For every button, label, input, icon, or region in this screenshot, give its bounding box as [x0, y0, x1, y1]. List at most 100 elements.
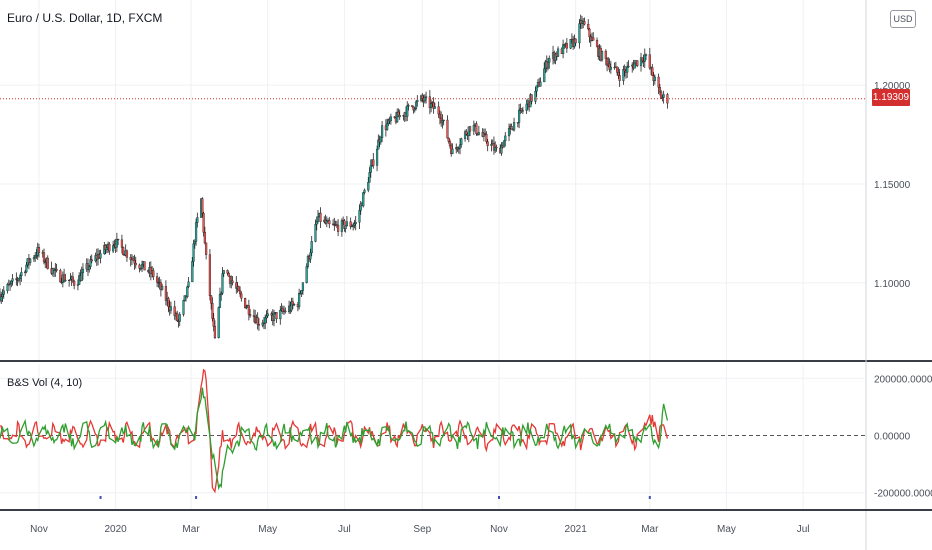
y-tick-label: 1.10000 [874, 279, 911, 290]
candle-body [414, 101, 418, 109]
candle-body [76, 284, 80, 286]
candle-body [167, 298, 170, 307]
candle-body [227, 272, 230, 277]
candle-body [25, 264, 28, 273]
candle-body [490, 143, 493, 146]
candle-body [298, 292, 301, 308]
candle-body [270, 313, 273, 316]
candle-body [272, 312, 276, 321]
candle-body [583, 21, 586, 25]
candle-body [115, 238, 118, 248]
candle-body [651, 67, 654, 76]
candle-body [556, 48, 560, 57]
candle-body [604, 50, 607, 59]
candle-body [310, 241, 313, 254]
candle-body [353, 223, 356, 226]
candle-body [156, 276, 159, 283]
candle-body [192, 243, 195, 262]
candle-body [344, 225, 347, 229]
x-tick-label: Mar [641, 524, 659, 535]
candle-body [343, 220, 346, 229]
candle-body [521, 110, 524, 112]
candle-body [561, 44, 565, 54]
candle-body [140, 264, 144, 269]
x-tick-label: May [717, 524, 736, 535]
sell-volume-line [0, 368, 669, 494]
candle-body [309, 252, 312, 260]
candle-body [1, 294, 4, 298]
candle-body [517, 109, 521, 123]
candle-body [42, 252, 46, 263]
signal-dot [648, 496, 651, 499]
symbol-title: Euro / U.S. Dollar, 1D, FXCM [7, 11, 162, 25]
candle-body [218, 294, 222, 308]
candle-body [349, 221, 352, 227]
candle-body [293, 304, 296, 306]
candle-body [627, 65, 630, 68]
candle-series [0, 14, 669, 339]
candle-body [99, 253, 102, 259]
candle-body [108, 243, 111, 252]
candle-body [266, 313, 269, 317]
currency-button[interactable]: USD [890, 10, 916, 28]
candle-body [458, 144, 462, 149]
signal-dot [99, 496, 102, 499]
candle-body [446, 119, 449, 139]
candle-body [256, 317, 259, 325]
signal-markers [99, 496, 651, 499]
candle-body [120, 239, 124, 248]
candle-body [212, 318, 215, 327]
candle-body [231, 280, 234, 283]
candle-body [88, 266, 91, 271]
y-tick-label: 1.20000 [874, 81, 911, 92]
candle-body [122, 247, 125, 255]
candle-body [117, 238, 120, 241]
candle-body [193, 241, 196, 245]
y-tick-label: 1.15000 [874, 180, 911, 191]
candle-body [437, 106, 440, 115]
candle-body [125, 250, 129, 258]
candle-body [574, 38, 577, 44]
candle-body [369, 165, 372, 173]
candle-body [592, 37, 595, 41]
candle-body [173, 306, 176, 317]
candle-body [29, 258, 32, 264]
candle-body [208, 254, 212, 296]
candle-body [275, 312, 278, 320]
candle-body [539, 81, 542, 87]
candle-body [226, 270, 229, 274]
candle-body [2, 290, 5, 295]
candle-body [243, 297, 247, 309]
signal-dot [497, 496, 500, 499]
candle-body [662, 94, 665, 98]
candle-body [447, 137, 450, 142]
candle-body [641, 57, 644, 61]
candle-body [187, 281, 190, 288]
x-tick-label: Mar [182, 524, 200, 535]
candle-body [143, 261, 146, 271]
candle-body [424, 96, 428, 98]
candle-body [249, 314, 252, 316]
candle-body [569, 38, 572, 49]
candle-body [240, 293, 243, 299]
candle-body [362, 192, 365, 207]
candle-body [0, 296, 3, 301]
last-price-badge: 1.19309 [872, 89, 910, 106]
candle-body [90, 259, 93, 262]
candle-body [64, 279, 67, 282]
candle-body [325, 220, 328, 224]
candle-body [11, 278, 14, 282]
candle-body [600, 50, 604, 61]
candle-body [222, 270, 225, 274]
candle-body [202, 213, 205, 233]
candle-body [46, 257, 49, 269]
candle-body [485, 134, 488, 142]
candle-body [421, 95, 424, 99]
candle-body [211, 303, 214, 319]
candle-body [176, 313, 179, 321]
candle-body [196, 217, 199, 223]
candle-body [535, 85, 538, 92]
candle-body [71, 276, 74, 282]
candle-body [238, 290, 242, 295]
